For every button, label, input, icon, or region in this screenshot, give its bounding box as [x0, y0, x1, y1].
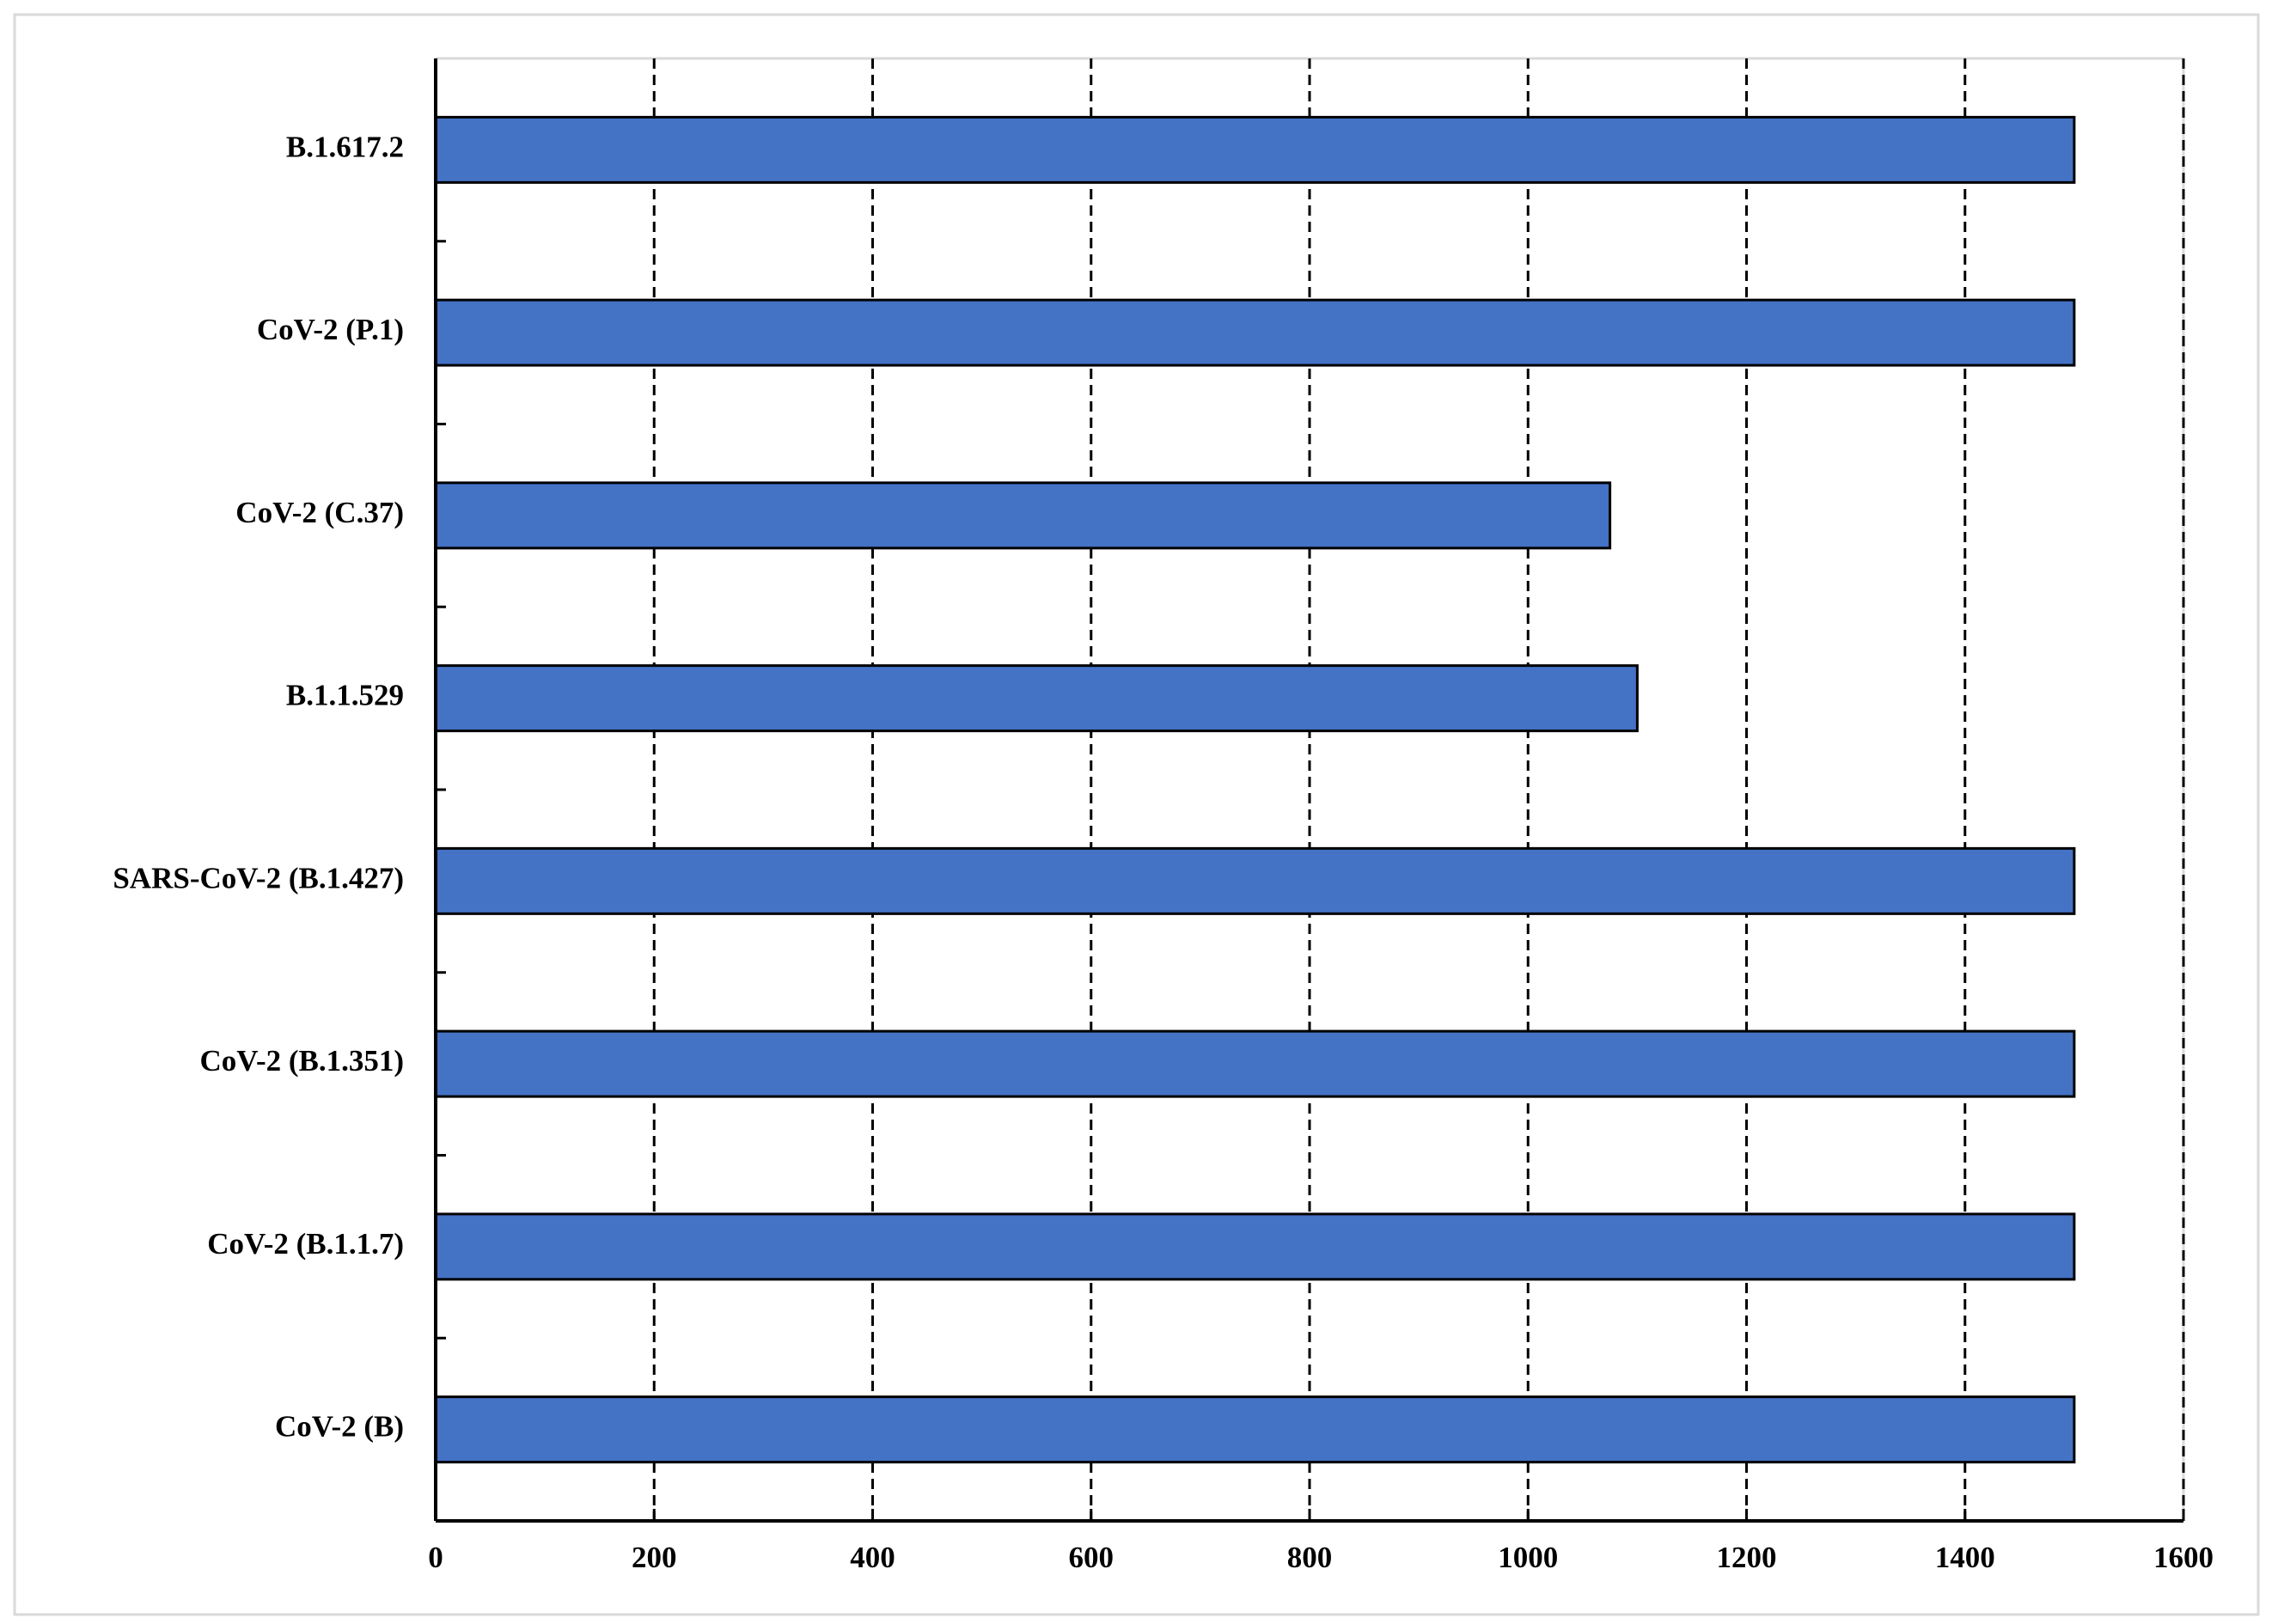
y-tick-label: B.1.1.529: [286, 679, 404, 712]
chart-border: [13, 13, 2260, 1616]
bar: [434, 115, 2076, 184]
bar: [434, 298, 2076, 367]
x-tick-label: 800: [1287, 1541, 1333, 1574]
bar: [434, 1212, 2076, 1281]
y-tick-label: CoV-2 (P.1): [257, 313, 404, 346]
y-tick-label: CoV-2 (B.1.1.7): [207, 1227, 404, 1261]
y-tick-label: SARS-CoV-2 (B.1.427): [113, 861, 404, 894]
bar: [434, 846, 2076, 915]
x-tick-label: 1000: [1498, 1541, 1558, 1574]
x-tick-label: 400: [850, 1541, 895, 1574]
x-tick-label: 1400: [1935, 1541, 1995, 1574]
bar: [434, 1395, 2076, 1464]
x-tick-label: 1600: [2153, 1541, 2214, 1574]
x-tick-label: 0: [428, 1541, 443, 1574]
y-tick-label: CoV-2 (B.1.351): [199, 1044, 404, 1078]
x-tick-label: 600: [1069, 1541, 1115, 1574]
y-tick-label: CoV-2 (B): [275, 1410, 404, 1444]
y-tick-label: CoV-2 (C.37): [235, 496, 404, 529]
bar: [434, 664, 1639, 733]
x-tick-label: 1200: [1717, 1541, 1777, 1574]
bar: [434, 481, 1612, 550]
bar: [434, 1029, 2076, 1098]
y-tick-label: B.1.617.2: [286, 130, 404, 163]
x-tick-label: 200: [632, 1541, 677, 1574]
